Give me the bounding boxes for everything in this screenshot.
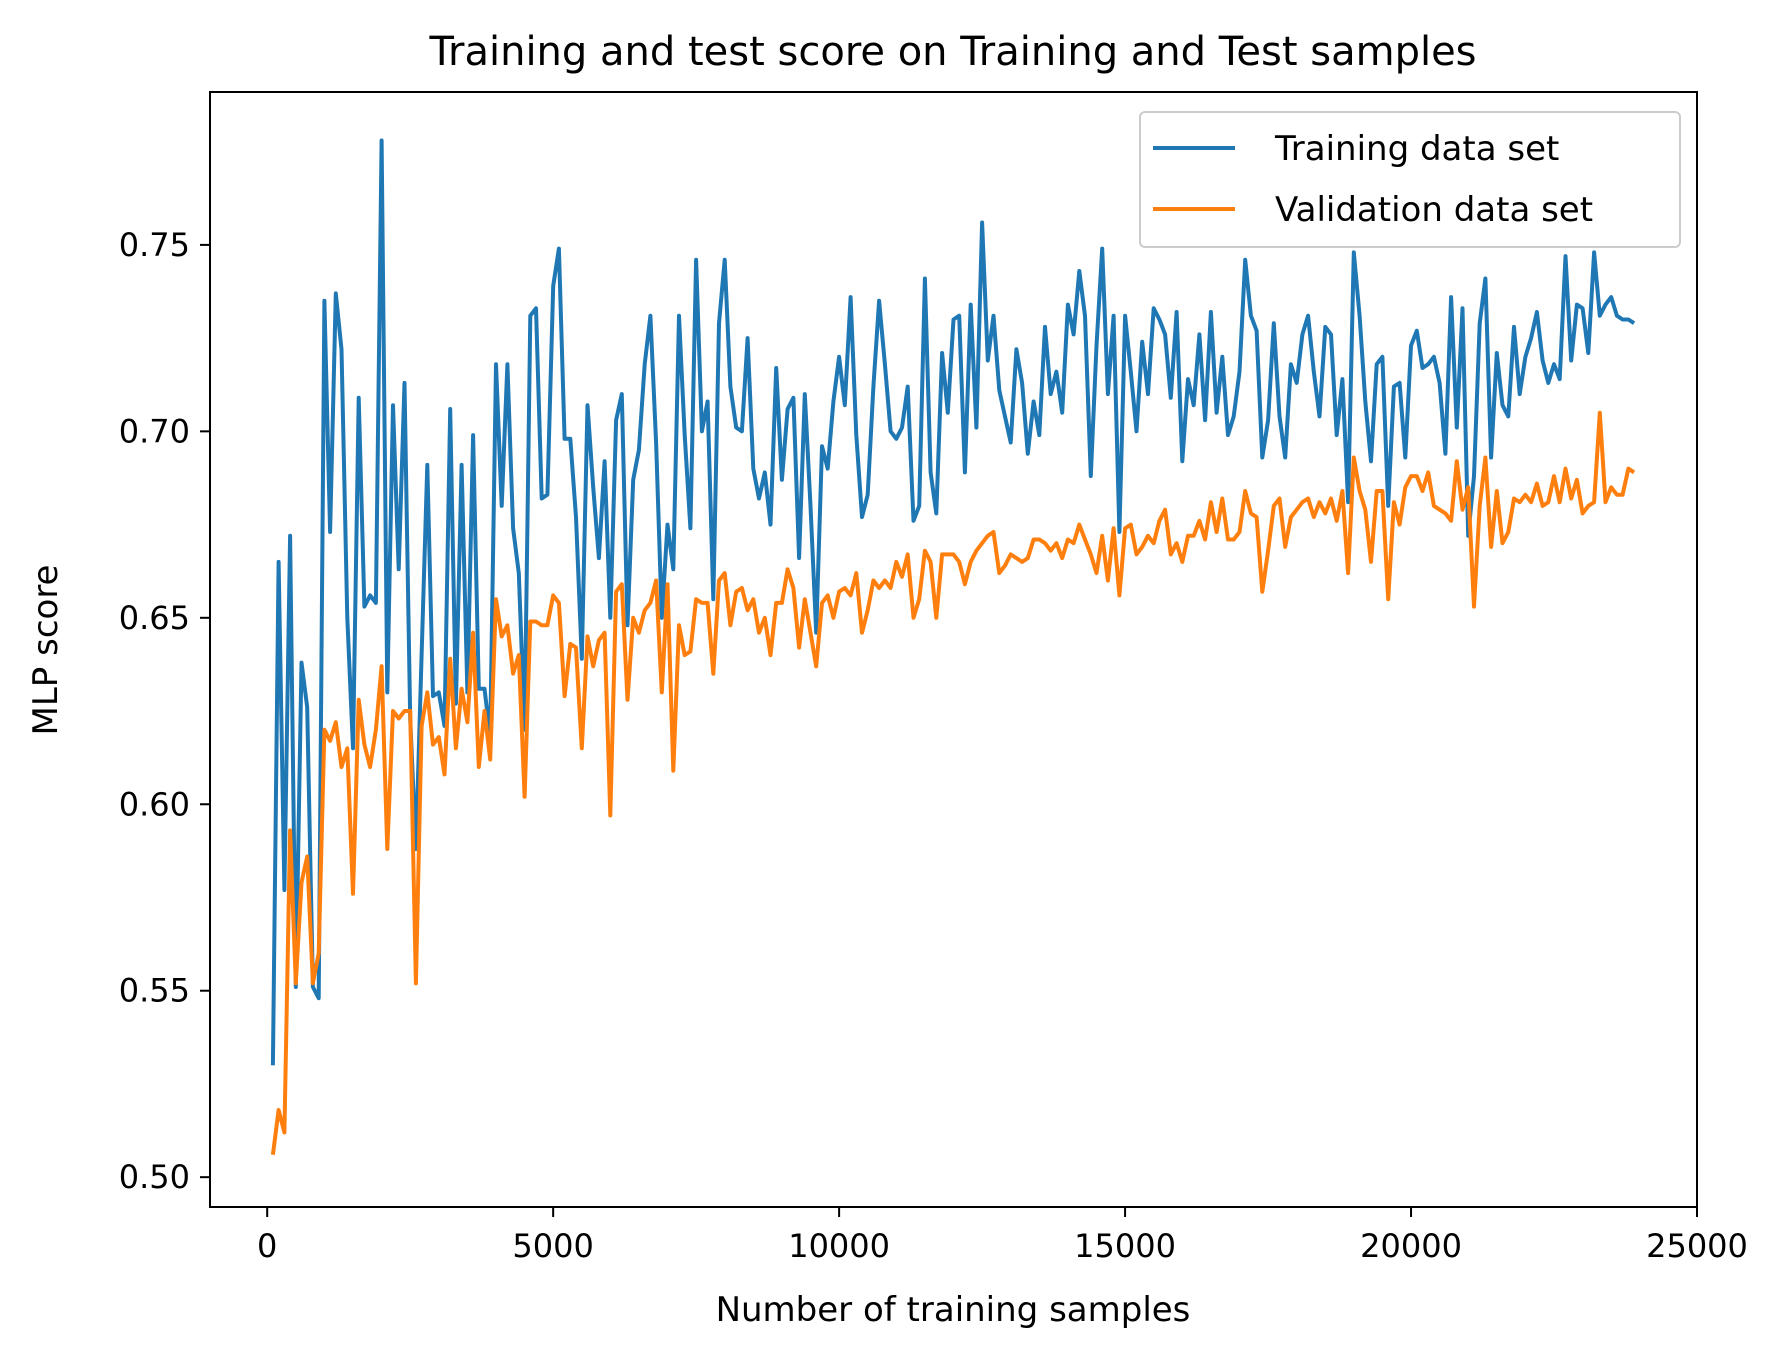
y-tick-label: 0.75 [119,226,190,264]
x-tick-label: 15000 [1074,1227,1176,1265]
x-axis-ticks: 0 5000 10000 15000 20000 25000 [257,1207,1748,1265]
x-tick-label: 20000 [1360,1227,1462,1265]
series-layer [270,138,1636,1156]
y-axis-ticks: 0.50 0.55 0.60 0.65 0.70 0.75 [119,226,210,1196]
y-axis-label: MLP score [26,565,66,736]
legend-label-training: Training data set [1274,129,1559,169]
chart-title: Training and test score on Training and … [428,29,1476,75]
y-tick-label: 0.55 [119,972,190,1010]
x-tick-label: 5000 [512,1227,593,1265]
y-tick-label: 0.50 [119,1158,190,1196]
legend-box [1139,111,1681,248]
y-tick-label: 0.70 [119,412,190,450]
series-line-validation [270,410,1636,1156]
x-tick-label: 0 [257,1227,277,1265]
x-tick-label: 25000 [1646,1227,1748,1265]
legend: Training data set Validation data set [1139,111,1681,248]
legend-label-validation: Validation data set [1275,190,1593,230]
plot-area-frame [209,91,1698,1208]
y-tick-label: 0.60 [119,785,190,823]
y-tick-label: 0.65 [119,599,190,637]
x-tick-label: 10000 [788,1227,890,1265]
series-line-training [270,138,1636,1066]
x-axis-label: Number of training samples [716,1290,1191,1330]
